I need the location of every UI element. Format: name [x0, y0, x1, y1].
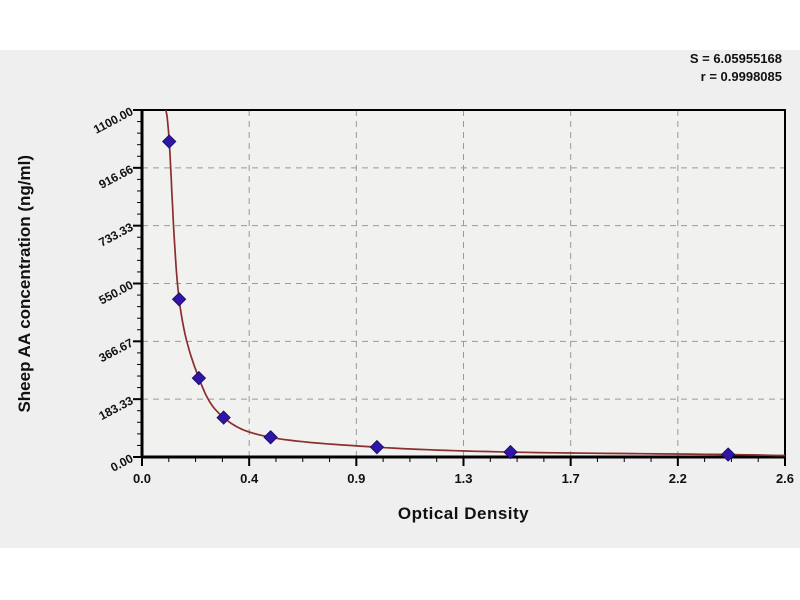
y-tick-label: 0.00 — [108, 451, 135, 474]
y-tick-label: 916.66 — [96, 162, 135, 192]
x-tick-label: 0.9 — [347, 471, 365, 486]
data-point — [216, 410, 231, 425]
x-tick-label: 1.7 — [562, 471, 580, 486]
y-tick-label: 1100.00 — [91, 104, 136, 137]
y-axis-title: Sheep AA concentration (ng/ml) — [15, 154, 34, 413]
stat-s-value: S = 6.05955168 — [689, 51, 782, 66]
x-tick-label: 0.4 — [240, 471, 259, 486]
data-point — [369, 439, 385, 455]
x-tick-label: 2.6 — [776, 471, 794, 486]
x-tick-label: 0.0 — [133, 471, 151, 486]
x-tick-label: 2.2 — [669, 471, 687, 486]
y-axis-title-wrap: Sheep AA concentration (ng/ml) — [8, 110, 42, 457]
fitted-curve — [165, 109, 785, 457]
y-tick-label: 366.67 — [96, 335, 135, 365]
fit-statistics: S = 6.05955168 r = 0.9998085 — [690, 50, 782, 86]
data-point — [191, 370, 207, 386]
data-point — [161, 134, 177, 149]
x-tick-label: 1.3 — [454, 471, 472, 486]
stat-r-value: r = 0.9998085 — [700, 69, 782, 84]
data-point — [503, 444, 518, 460]
data-point — [720, 447, 736, 462]
x-axis-title: Optical Density — [397, 504, 530, 523]
y-tick-label: 183.33 — [96, 393, 135, 423]
data-point — [263, 430, 278, 445]
y-tick-label: 733.33 — [96, 220, 135, 250]
y-tick-label: 550.00 — [96, 278, 135, 308]
data-point — [171, 292, 187, 307]
